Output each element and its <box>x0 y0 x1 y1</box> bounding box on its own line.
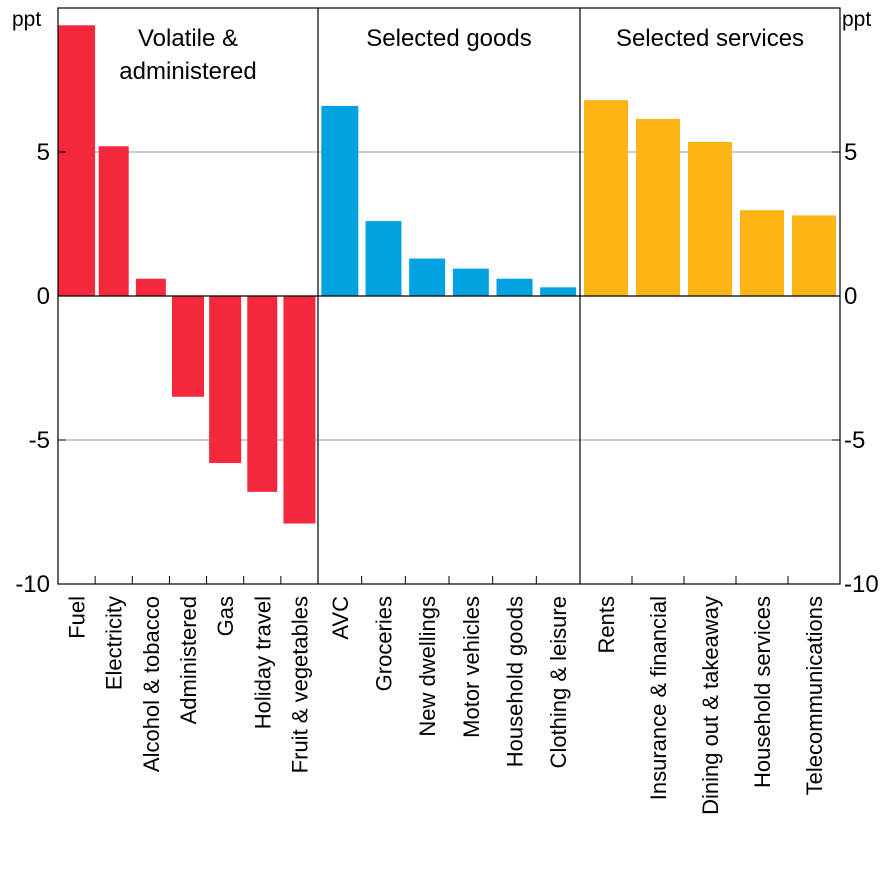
x-tick-label: Rents <box>594 596 619 653</box>
bars <box>58 25 836 524</box>
y-tick-label-right: 0 <box>844 283 857 310</box>
panel-titles: Volatile & administered Selected goods Sele… <box>119 25 804 85</box>
x-tick-label: Electricity <box>102 596 127 690</box>
x-tick-label: Fuel <box>65 596 90 639</box>
bar <box>98 146 129 296</box>
x-tick-label: Dining out & takeaway <box>698 596 723 815</box>
x-tick-label: Administered <box>176 596 201 724</box>
bar <box>209 296 242 464</box>
x-tick-label: Alcohol & tobacco <box>139 596 164 772</box>
x-tick-label: Groceries <box>372 596 397 691</box>
bar <box>740 210 784 296</box>
bar <box>636 118 680 296</box>
bar <box>321 105 359 296</box>
x-tick-label: New dwellings <box>415 596 440 737</box>
bar <box>452 268 489 296</box>
y-tick-label-right: 5 <box>844 139 857 166</box>
x-tick-label: Insurance & financial <box>646 596 671 800</box>
axes: ppt ppt -10 -10 -5 -5 0 0 5 5 <box>12 8 879 598</box>
bar <box>409 258 446 296</box>
x-tick-label: Household goods <box>503 596 528 767</box>
panel-title: Selected goods <box>366 25 531 52</box>
x-tick-label: Telecommunications <box>802 596 827 795</box>
bar <box>688 141 732 296</box>
bar <box>496 278 533 296</box>
x-tick-label: Holiday travel <box>250 596 275 729</box>
panel-title: Selected services <box>616 25 804 52</box>
y-tick-label-left: -5 <box>29 427 50 454</box>
x-tick-label: AVC <box>328 596 353 640</box>
bar <box>135 278 166 296</box>
y-tick-label-left: 0 <box>37 283 50 310</box>
x-tick-label: Clothing & leisure <box>546 596 571 768</box>
x-tick-labels: Fuel Electricity Alcohol & tobacco Administ… <box>65 596 827 815</box>
bar <box>540 287 577 296</box>
bar <box>584 100 628 296</box>
y-unit-left: ppt <box>12 8 41 31</box>
y-tick-label-right: -10 <box>844 571 879 598</box>
x-tick-label: Household services <box>750 596 775 788</box>
x-tick-label: Fruit & vegetables <box>287 596 312 773</box>
bar <box>365 221 402 296</box>
plot-frame <box>57 7 841 585</box>
panel-title: Volatile & <box>138 25 238 52</box>
y-unit-right: ppt <box>842 8 871 31</box>
bar <box>58 25 96 297</box>
panel-title: administered <box>119 58 256 85</box>
bar <box>283 296 316 524</box>
y-tick-label-right: -5 <box>844 427 865 454</box>
bar <box>792 215 836 296</box>
y-tick-label-left: 5 <box>37 139 50 166</box>
y-tick-label-left: -10 <box>15 571 50 598</box>
x-tick-label: Motor vehicles <box>459 596 484 738</box>
x-tick-label: Gas <box>213 596 238 636</box>
bar <box>172 296 204 397</box>
bar <box>247 296 278 492</box>
